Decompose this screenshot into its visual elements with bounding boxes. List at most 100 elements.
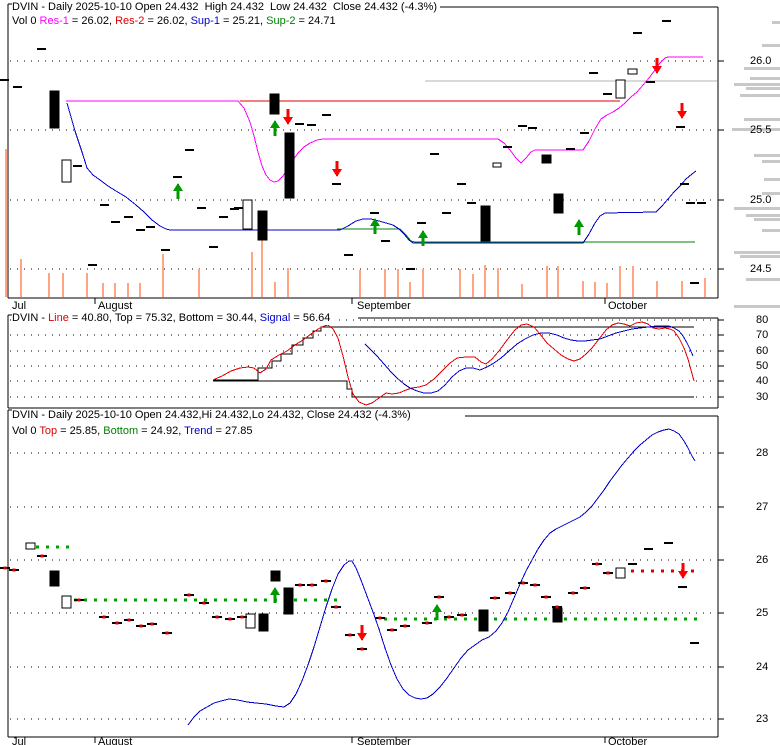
- price-dot: [324, 579, 328, 583]
- volume-bar: [656, 281, 658, 297]
- hollow-candle: [25, 542, 36, 550]
- volume-bar: [484, 265, 486, 297]
- y-axis-label: 25.5: [750, 124, 772, 136]
- price-dash: [417, 222, 426, 224]
- price-dash: [37, 48, 46, 50]
- solid-candle: [49, 90, 60, 129]
- volume-bar: [251, 252, 253, 297]
- volume-bar: [472, 274, 474, 297]
- price-dash: [697, 202, 706, 204]
- price-dash: [503, 146, 512, 148]
- hollow-candle: [61, 159, 72, 183]
- down-arrow-icon: [655, 58, 659, 66]
- volume-bar: [62, 273, 64, 297]
- y-axis-label: 27: [756, 501, 769, 513]
- legend-segment: Trend: [184, 425, 213, 437]
- down-arrow-icon: [283, 117, 293, 125]
- x-axis-label: August: [98, 300, 133, 312]
- panel1-legend: Vol 0 Res-1 = 26.02, Res-2 = 26.02, Sup-…: [12, 15, 339, 28]
- y-axis-label: 80: [756, 314, 769, 326]
- down-arrow-icon: [332, 169, 342, 177]
- price-dash: [73, 165, 82, 167]
- price-dot: [77, 598, 81, 602]
- volume-bar: [261, 239, 263, 297]
- y-axis-label: 30: [756, 391, 769, 403]
- price-dot: [595, 562, 599, 566]
- legend-segment: Res-2: [115, 15, 145, 27]
- up-arrow-icon: [373, 226, 377, 234]
- volume-bar: [198, 269, 200, 297]
- price-dash: [690, 642, 699, 644]
- volume-profile-bar: [744, 67, 780, 70]
- x-axis-label: September: [357, 300, 411, 312]
- series-sup1-line: [66, 102, 697, 244]
- up-arrow-icon: [577, 227, 581, 235]
- series-res1-line: [66, 56, 703, 183]
- price-dash: [88, 264, 97, 266]
- price-dot: [150, 622, 154, 626]
- price-dash: [430, 153, 439, 155]
- price-dot: [202, 601, 206, 605]
- volume-bar: [274, 282, 276, 297]
- price-dot: [3, 566, 7, 570]
- price-dot: [139, 624, 143, 628]
- price-dot: [460, 613, 464, 617]
- series-osc-signal-line: [364, 325, 694, 394]
- hollow-candle: [627, 68, 638, 75]
- solid-candle: [258, 613, 269, 632]
- up-arrow-icon: [421, 238, 425, 246]
- price-dash: [173, 176, 182, 178]
- hollow-candle: [615, 79, 626, 99]
- price-dash: [662, 20, 671, 22]
- panel3-legend: Vol 0 Top = 25.85, Bottom = 24.92, Trend…: [12, 425, 256, 438]
- up-arrow-icon: [370, 218, 380, 226]
- price-dot: [606, 571, 610, 575]
- legend-segment: Signal: [259, 312, 291, 324]
- volume-bar: [384, 269, 386, 297]
- volume-bar: [681, 281, 683, 297]
- price-dash: [124, 216, 133, 218]
- up-arrow-icon: [574, 219, 584, 227]
- volume-bar: [632, 266, 634, 297]
- price-dash: [580, 132, 589, 134]
- solid-candle: [480, 205, 491, 242]
- solid-candle: [553, 193, 564, 214]
- volume-profile-bar: [754, 218, 780, 221]
- solid-candle: [283, 587, 294, 615]
- price-dot: [127, 618, 131, 622]
- up-arrow-icon: [273, 595, 277, 603]
- price-dot: [390, 628, 394, 632]
- price-dot: [240, 615, 244, 619]
- volume-profile-bar: [734, 305, 780, 308]
- price-dash: [467, 202, 476, 204]
- volume-bar: [162, 254, 164, 297]
- volume-bar: [127, 283, 129, 297]
- series-trend-line: [187, 428, 696, 726]
- x-axis-label: Jul: [12, 736, 27, 745]
- price-dash: [185, 149, 194, 151]
- price-dash: [230, 208, 239, 210]
- price-dot: [583, 586, 587, 590]
- volume-bar: [48, 273, 50, 297]
- price-dash: [332, 183, 341, 185]
- price-dash: [690, 282, 699, 284]
- legend-segment: Line: [48, 312, 69, 324]
- y-axis-label: 25.0: [750, 194, 772, 206]
- price-dash: [146, 226, 155, 228]
- series-osc-line: [212, 321, 695, 406]
- down-arrow-icon: [335, 161, 339, 169]
- volume-profile-bar: [750, 77, 780, 80]
- solid-candle: [478, 609, 489, 632]
- price-dash: [136, 229, 145, 231]
- up-arrow-icon: [418, 230, 428, 238]
- legend-segment: DVIN -: [12, 312, 49, 324]
- price-dot: [360, 647, 364, 651]
- down-arrow-icon: [286, 109, 290, 117]
- down-arrow-icon: [652, 66, 662, 74]
- up-arrow-icon: [270, 587, 280, 595]
- price-dash: [161, 249, 170, 251]
- y-axis-label: 40: [756, 375, 769, 387]
- price-dash: [406, 268, 415, 270]
- legend-segment: = 26.02,: [68, 15, 116, 27]
